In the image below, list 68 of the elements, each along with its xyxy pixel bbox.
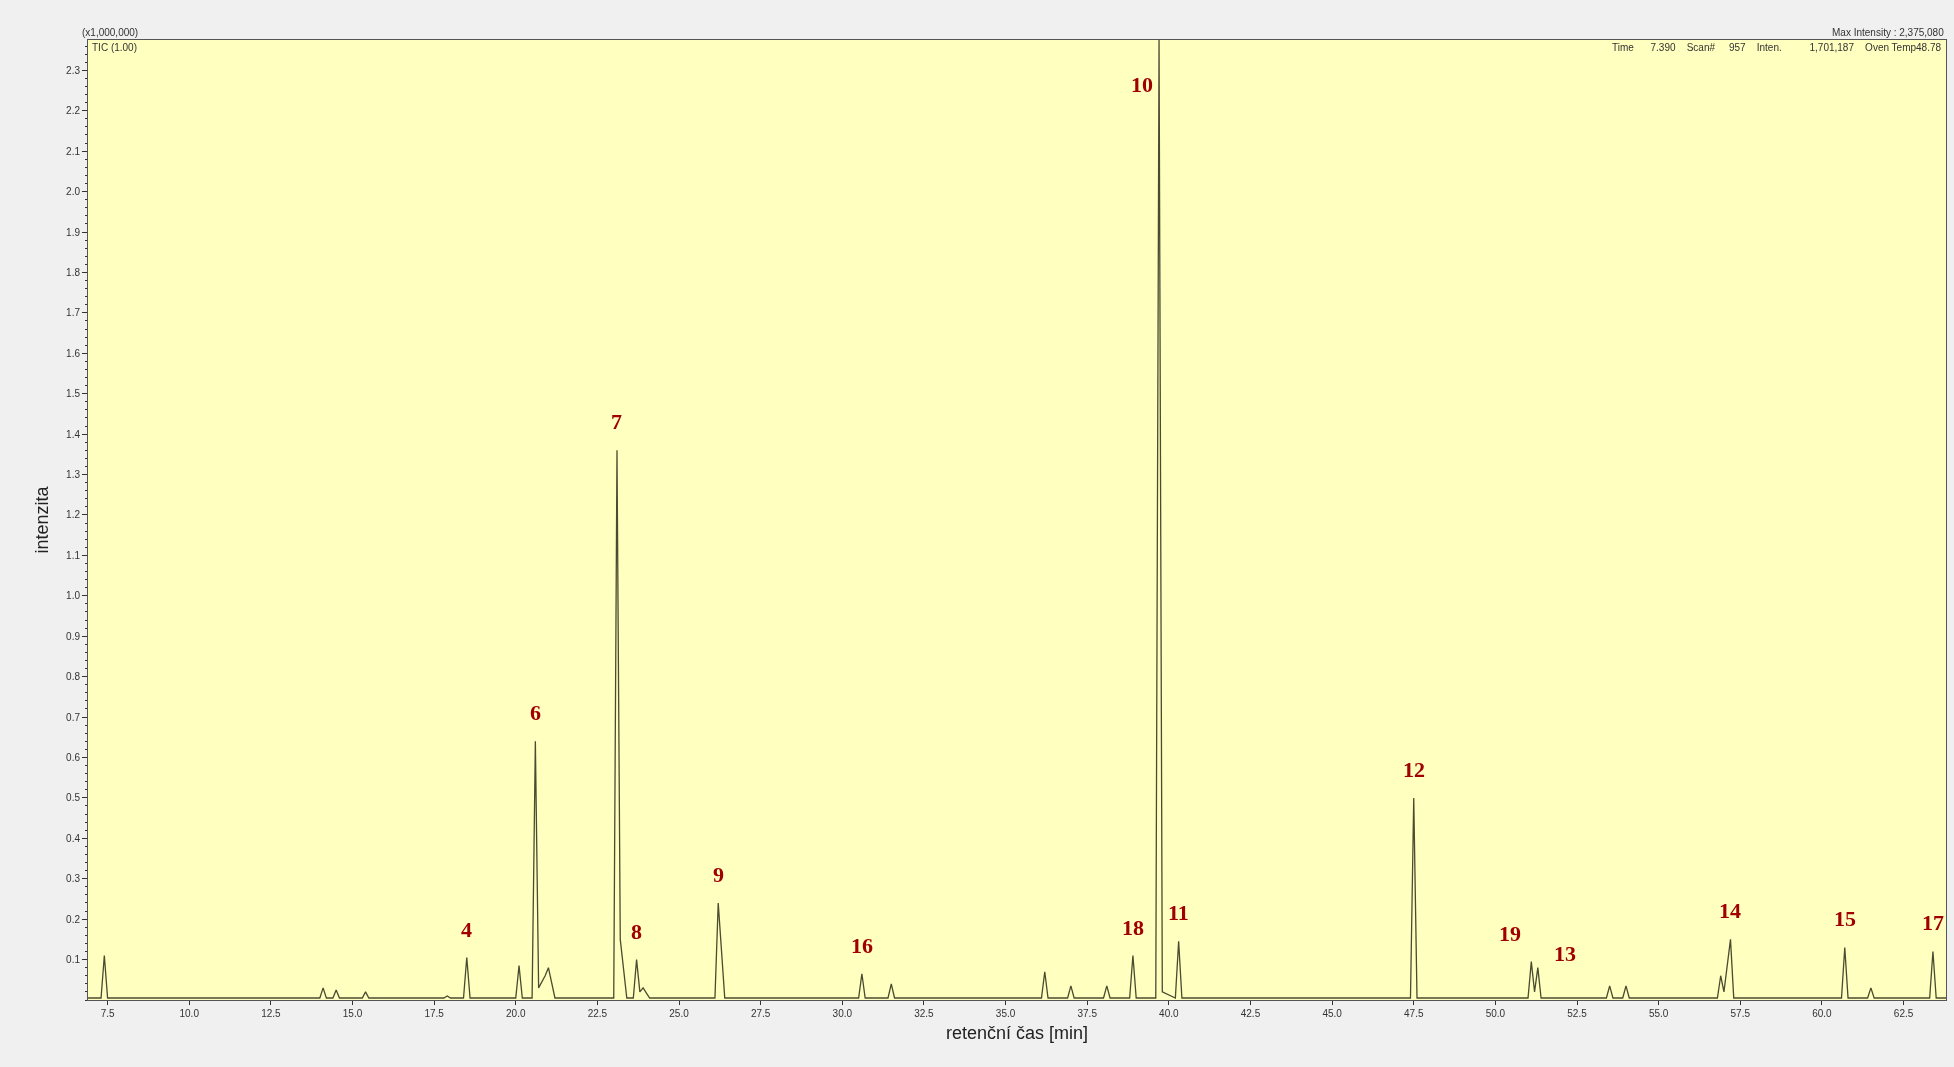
y-tick-label: 0.4 (66, 832, 81, 844)
y-tick-label: 0.5 (66, 792, 81, 804)
annotation: 6 (530, 700, 541, 725)
x-tick-label: 62.5 (1893, 1008, 1914, 1019)
x-tick-label: 35.0 (995, 1008, 1016, 1019)
y-tick-label: 2.2 (66, 105, 81, 117)
x-tick-label: 10.0 (179, 1008, 200, 1019)
annotation: 8 (631, 919, 642, 944)
x-tick-label: 30.0 (832, 1008, 853, 1019)
y-tick-label: 1.8 (66, 266, 81, 278)
annotation: 17 (1922, 910, 1944, 935)
annotation: 9 (713, 862, 724, 887)
x-tick-label: 27.5 (750, 1008, 771, 1019)
y-tick-label: 1.7 (66, 307, 81, 319)
annotation: 7 (611, 409, 622, 434)
y-tick-label: 1.6 (66, 347, 81, 359)
x-tick-label: 7.5 (100, 1008, 115, 1019)
x-tick-label: 17.5 (424, 1008, 445, 1019)
y-axis-title: intenzita (32, 485, 53, 554)
y-tick-label: 1.5 (66, 388, 81, 400)
y-tick-label: 0.2 (66, 913, 81, 925)
y-tick-label: 0.3 (66, 873, 81, 885)
line-series (88, 40, 1946, 999)
annotation: 10 (1131, 72, 1153, 97)
x-tick-label: 45.0 (1322, 1008, 1343, 1019)
x-tick-label: 47.5 (1404, 1008, 1424, 1019)
y-tick-label: 1.0 (66, 590, 81, 602)
y-tick-label: 1.3 (66, 469, 81, 481)
y-tick-label: 1.2 (66, 509, 81, 521)
x-tick-label: 15.0 (342, 1008, 363, 1019)
x-tick-label: 42.5 (1240, 1008, 1261, 1019)
annotation: 16 (851, 933, 873, 958)
x-tick-label: 20.0 (506, 1008, 526, 1019)
x-tick-label: 60.0 (1812, 1008, 1833, 1019)
y-tick-label: 0.1 (66, 954, 81, 966)
annotation: 15 (1834, 906, 1856, 931)
x-tick-label: 55.0 (1648, 1008, 1669, 1019)
annotation: TIC (1.00) (92, 42, 138, 53)
y-tick-label: 2.3 (66, 64, 81, 76)
y-tick-label: 0.8 (66, 671, 81, 683)
annotation: Time 7.390 Scan# 957 Inten. 1,701,187 Oven Temp48.78 (1612, 42, 1942, 53)
annotation: 11 (1168, 900, 1189, 925)
x-tick-label: 50.0 (1485, 1008, 1506, 1019)
y-tick-label: 1.1 (66, 549, 81, 561)
y-tick-label: 1.9 (66, 226, 81, 238)
x-tick-label: 32.5 (914, 1008, 935, 1019)
x-axis-title: retenční čas [min] (945, 1023, 1089, 1044)
annotation: 19 (1499, 921, 1521, 946)
x-tick-label: 52.5 (1567, 1008, 1588, 1019)
x-tick-label: 40.0 (1159, 1008, 1180, 1019)
y-tick-label: 0.7 (66, 711, 81, 723)
annotation: 4 (461, 917, 472, 942)
y-tick-label: 0.9 (66, 630, 81, 642)
annotation: 13 (1554, 941, 1576, 966)
x-tick-label: 12.5 (261, 1008, 282, 1019)
y-tick-label: 2.0 (66, 186, 81, 198)
y-tick-label: 2.1 (66, 145, 81, 157)
text: Max Intensity : 2,375,080 (1832, 27, 1945, 38)
x-tick-label: 22.5 (587, 1008, 608, 1019)
x-tick-label: 57.5 (1730, 1008, 1751, 1019)
x-tick-label: 25.0 (669, 1008, 690, 1019)
annotation: 12 (1403, 757, 1425, 782)
y-tick-label: 1.4 (66, 428, 81, 440)
annotation: 18 (1122, 915, 1144, 940)
text: (x1,000,000) (82, 27, 139, 38)
annotation: 14 (1719, 898, 1741, 923)
x-tick-label: 37.5 (1077, 1008, 1098, 1019)
y-tick-label: 0.6 (66, 751, 81, 763)
